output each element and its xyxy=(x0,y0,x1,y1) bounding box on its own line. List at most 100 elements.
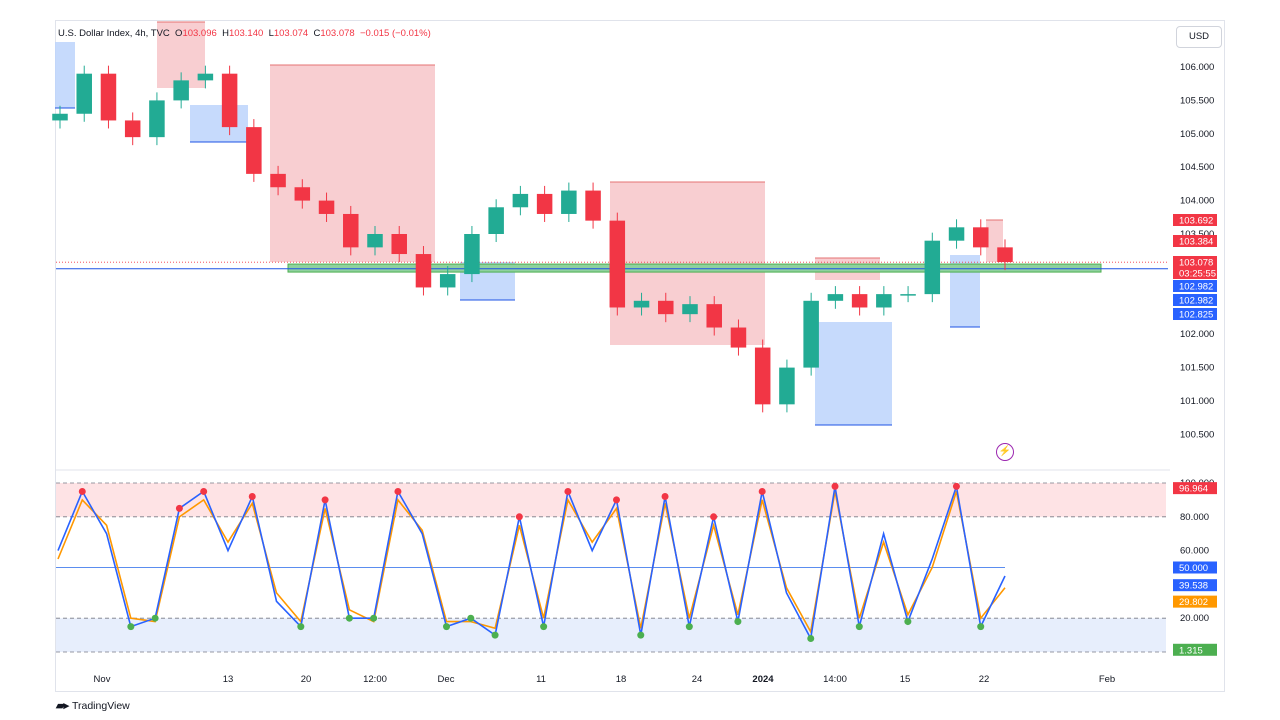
candle-body xyxy=(658,300,674,315)
stoch-value-label: 1.315 xyxy=(1179,645,1203,656)
overbought-dot xyxy=(248,493,256,501)
time-axis-tick: 12:00 xyxy=(363,674,387,685)
oversold-dot xyxy=(345,614,353,622)
candle-body xyxy=(779,367,795,405)
price-badge-label: 03:25:55 xyxy=(1179,269,1216,280)
oversold-dot xyxy=(904,618,912,626)
stoch-value-label: 50.000 xyxy=(1179,563,1208,574)
oversold-dot xyxy=(977,623,985,631)
oversold-dot xyxy=(807,634,815,642)
candle-body xyxy=(730,327,747,348)
candle-body xyxy=(246,127,262,174)
oversold-dot xyxy=(540,623,548,631)
overbought-dot xyxy=(78,487,86,495)
demand-zone xyxy=(190,105,248,142)
candle-body xyxy=(221,73,238,128)
candle-body xyxy=(100,73,117,121)
currency-button[interactable]: USD xyxy=(1176,26,1222,48)
candle-body xyxy=(464,234,480,275)
stoch-value-badge xyxy=(1173,482,1217,495)
candle-body xyxy=(270,173,286,188)
candle-body xyxy=(803,300,819,368)
stoch-value-label: 29.802 xyxy=(1179,597,1208,608)
candle-body xyxy=(948,227,965,241)
tradingview-logo-icon: ▰▸ xyxy=(56,700,69,712)
candle-body xyxy=(367,234,383,248)
price-badge xyxy=(1173,256,1217,268)
close-value: 103.078 xyxy=(320,28,355,39)
time-axis-tick: 22 xyxy=(979,674,990,685)
price-axis-tick: 104.000 xyxy=(1180,196,1214,207)
price-badge-label: 102.982 xyxy=(1179,296,1213,307)
candle-body xyxy=(391,234,407,255)
price-badge xyxy=(1173,214,1217,226)
candle-body xyxy=(294,187,311,201)
overbought-dot xyxy=(175,504,183,512)
change-value: −0.015 (−0.01%) xyxy=(359,28,431,39)
price-axis-tick: 105.500 xyxy=(1180,95,1214,106)
candle-body xyxy=(633,300,650,308)
time-axis-tick: Dec xyxy=(438,674,455,685)
stoch-value-badge xyxy=(1173,561,1217,574)
candle-body xyxy=(924,240,941,295)
demand-zone xyxy=(55,42,75,108)
candle-body xyxy=(124,120,141,138)
oversold-dot xyxy=(370,614,378,622)
time-axis-tick: 15 xyxy=(900,674,911,685)
candle-body xyxy=(197,73,214,81)
overbought-dot xyxy=(661,493,669,501)
overbought-dot xyxy=(515,513,523,521)
overbought-dot xyxy=(564,487,572,495)
symbol-legend: U.S. Dollar Index, 4h, TVC O103.096 H103… xyxy=(58,28,431,39)
candle-body xyxy=(318,200,335,214)
overbought-dot xyxy=(952,482,960,490)
low-value: 103.074 xyxy=(273,28,309,39)
price-badge xyxy=(1173,294,1217,306)
candle-body xyxy=(512,193,529,208)
supply-zone xyxy=(610,182,765,345)
candle-body xyxy=(536,193,553,214)
demand-zone xyxy=(815,322,892,425)
overbought-dot xyxy=(831,482,839,490)
candle-body xyxy=(488,207,504,234)
price-badge xyxy=(1173,280,1217,292)
chart-frame xyxy=(55,20,1225,692)
stoch-value-badge xyxy=(1173,595,1217,608)
oversold-dot xyxy=(297,623,305,631)
stoch-axis-tick: 80.000 xyxy=(1180,512,1209,523)
price-badge-label: 103.078 xyxy=(1179,258,1213,269)
oversold-dot xyxy=(127,623,135,631)
oversold-dot xyxy=(151,614,159,622)
oversold-dot xyxy=(491,631,499,639)
open-value: 103.096 xyxy=(182,28,217,39)
price-badge-label: 103.384 xyxy=(1179,237,1213,248)
candle-body xyxy=(682,304,698,315)
time-axis-tick: 18 xyxy=(616,674,627,685)
time-axis-tick: Nov xyxy=(94,674,111,685)
bolt-icon[interactable]: ⚡ xyxy=(996,443,1014,461)
oversold-dot xyxy=(685,623,693,631)
stoch-value-label: 39.538 xyxy=(1179,581,1208,592)
stoch-axis-tick: 20.000 xyxy=(1180,613,1209,624)
price-axis-tick: 105.000 xyxy=(1180,129,1214,140)
stoch-value-badge xyxy=(1173,579,1217,592)
candle-body xyxy=(876,294,892,308)
overbought-dot xyxy=(710,513,718,521)
price-axis-tick: 102.000 xyxy=(1180,329,1214,340)
price-axis-tick: 101.500 xyxy=(1180,363,1214,374)
candle-body xyxy=(706,304,722,328)
time-axis-tick: 20 xyxy=(301,674,312,685)
time-axis-tick: 24 xyxy=(692,674,703,685)
support-band xyxy=(287,263,1102,273)
oversold-dot xyxy=(467,614,475,622)
price-badge-label: 103.692 xyxy=(1179,216,1213,227)
price-badge-label: 102.982 xyxy=(1179,282,1213,293)
overbought-dot xyxy=(394,487,402,495)
candle-body xyxy=(585,190,601,221)
price-axis-tick: 106.000 xyxy=(1180,62,1214,73)
oversold-dot xyxy=(734,618,742,626)
candle-body xyxy=(827,294,844,301)
tradingview-branding[interactable]: ▰▸ TradingView xyxy=(56,699,130,713)
price-axis-tick: 101.000 xyxy=(1180,396,1214,407)
